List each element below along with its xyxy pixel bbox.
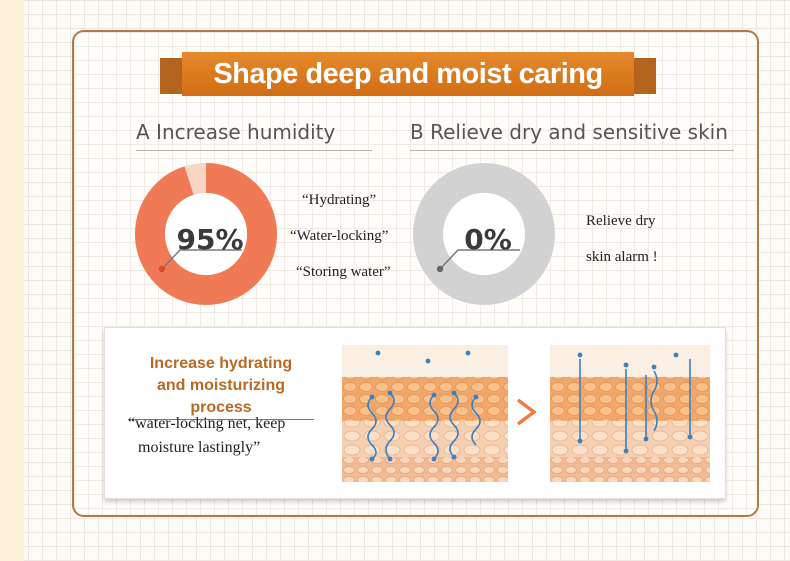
relieve-line-1: Relieve dry [586, 213, 656, 229]
quote-water-locking: “Water-locking” [290, 228, 389, 244]
humidity-donut-chart: 95% [135, 163, 277, 305]
skin-layer-top [342, 377, 508, 421]
process-desc-line-2: moisture lastingly” [138, 439, 261, 456]
pointer-line [439, 249, 520, 270]
skin-layer-bottom [550, 457, 710, 482]
left-edge-strip [0, 0, 24, 561]
process-title: Increase hydrating and moisturizing proc… [128, 353, 314, 420]
donut-center [165, 193, 247, 275]
dryness-percent: 0% [464, 223, 512, 256]
title-banner: Shape deep and moist caring [160, 52, 656, 100]
humidity-percent: 95% [176, 223, 243, 256]
donut-fill [135, 163, 277, 305]
skin-layer-bottom [342, 457, 508, 482]
quote-storing-water: “Storing water” [296, 264, 391, 280]
section-b-heading: B Relieve dry and sensitive skin [410, 120, 734, 151]
process-description: “water-locking net, keep moisture lastin… [128, 412, 285, 460]
water-channels [579, 359, 691, 449]
process-title-line-2: and moisturizing process [128, 375, 314, 420]
pointer-dot [436, 265, 444, 273]
skin-layer-mid [550, 421, 710, 457]
water-drops [369, 350, 479, 462]
skin-layer-mid [342, 421, 508, 457]
quote-hydrating: “Hydrating” [302, 192, 377, 208]
skin-layer-top [550, 377, 710, 421]
water-drops [577, 352, 693, 454]
section-a-heading: A Increase humidity [136, 120, 372, 151]
pointer-line [161, 249, 242, 270]
skin-surface [342, 345, 508, 377]
relieve-line-2: skin alarm ! [586, 249, 658, 265]
pointer-dot [158, 265, 166, 273]
chevron-right-icon [516, 398, 537, 426]
skin-after-illustration [550, 345, 710, 482]
donut-center [443, 193, 525, 275]
donut-track [413, 163, 555, 305]
process-title-line-1: Increase hydrating [149, 355, 293, 372]
process-desc-line-1: “water-locking net, keep [128, 415, 286, 432]
skin-surface [550, 345, 710, 377]
dryness-donut-chart: 0% [413, 163, 555, 305]
skin-before-illustration [342, 345, 508, 482]
water-paths [367, 392, 481, 460]
banner-title: Shape deep and moist caring [182, 52, 634, 96]
